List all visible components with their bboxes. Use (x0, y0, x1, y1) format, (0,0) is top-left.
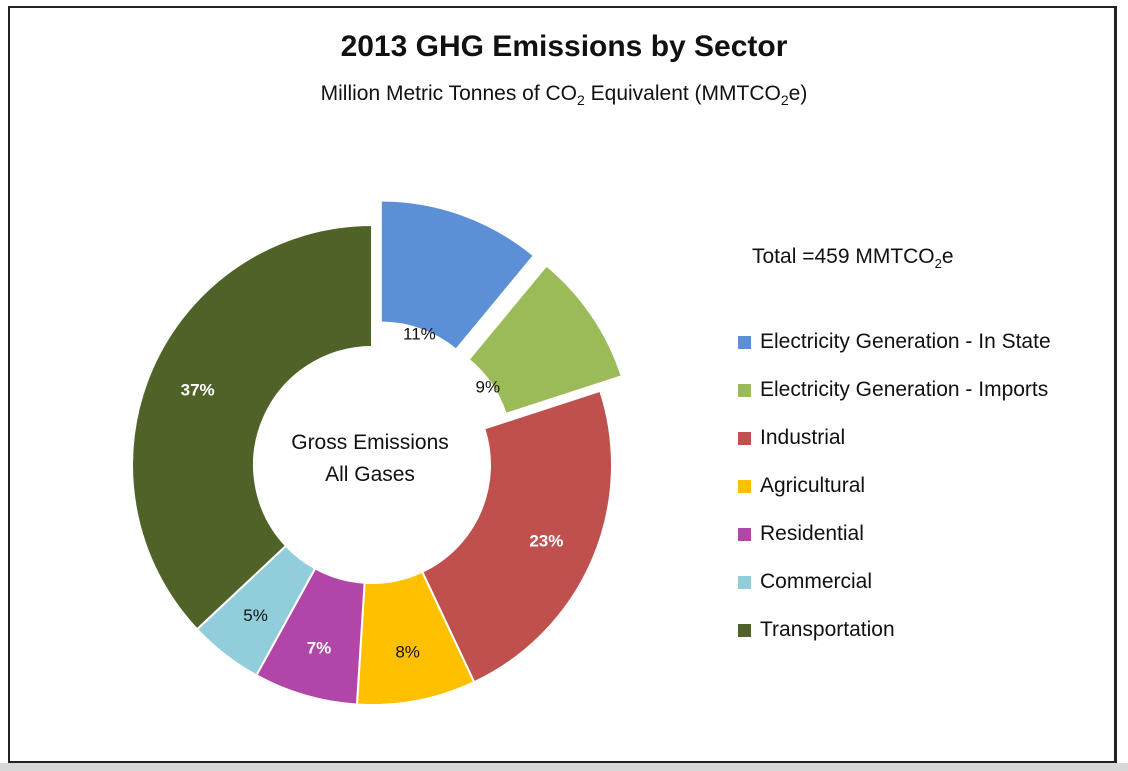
legend-label: Residential (760, 522, 864, 545)
legend-swatch (738, 527, 751, 541)
center-label-line-1: Gross Emissions (291, 431, 449, 454)
legend-item-electricity-in-state: Electricity Generation - In State (738, 318, 1051, 366)
center-label-line-2: All Gases (325, 463, 415, 486)
legend-swatch (738, 479, 751, 493)
slice-transportation (131, 223, 373, 631)
legend-swatch (738, 335, 751, 349)
legend-label: Agricultural (760, 474, 866, 497)
slice-electricity-generation-in-state (379, 199, 536, 352)
subtitle-subscript-1: 2 (577, 92, 585, 109)
subtitle-text-1: Million Metric Tonnes of CO (320, 82, 578, 105)
total-text: Total =459 MMTCO (752, 245, 935, 268)
legend-swatch (738, 383, 751, 397)
chart-title: 2013 GHG Emissions by Sector (340, 30, 788, 63)
data-label: 5% (243, 606, 268, 625)
data-label: 7% (307, 638, 332, 657)
legend-label: Electricity Generation - In State (760, 330, 1051, 353)
slice-electricity-generation-imports (467, 264, 624, 416)
data-label: 8% (395, 643, 420, 662)
data-label: 11% (403, 324, 436, 343)
legend-label: Electricity Generation - Imports (760, 378, 1049, 401)
legend-swatch (738, 623, 751, 637)
total-label: Total =459 MMTCO2e (752, 245, 954, 271)
chart-subtitle: Million Metric Tonnes of CO2 Equivalent … (0, 82, 1128, 108)
legend-label: Transportation (760, 618, 895, 641)
data-label: 37% (181, 381, 215, 400)
legend-item-industrial: Industrial (738, 414, 1051, 462)
data-label: 23% (529, 531, 563, 550)
subtitle-text-2: Equivalent (MMTCO (584, 82, 781, 105)
legend-item-agricultural: Agricultural (738, 462, 1051, 510)
subtitle-subscript-2: 2 (780, 92, 789, 109)
slice-industrial (420, 389, 613, 684)
legend-label: Industrial (760, 426, 846, 449)
legend-item-residential: Residential (738, 510, 1051, 558)
total-subscript: 2 (934, 256, 942, 272)
total-text-end: e (941, 245, 954, 268)
legend-label: Commercial (760, 570, 873, 593)
legend-item-electricity-imports: Electricity Generation - Imports (738, 366, 1051, 414)
legend-item-transportation: Transportation (738, 606, 1051, 654)
legend-swatch (738, 575, 751, 589)
chart-legend: Electricity Generation - In State Electr… (738, 318, 1051, 654)
legend-swatch (738, 431, 751, 445)
subtitle-text-3: e) (788, 82, 808, 105)
legend-item-commercial: Commercial (738, 558, 1051, 606)
data-label: 9% (476, 377, 501, 396)
bottom-strip (0, 763, 1128, 771)
